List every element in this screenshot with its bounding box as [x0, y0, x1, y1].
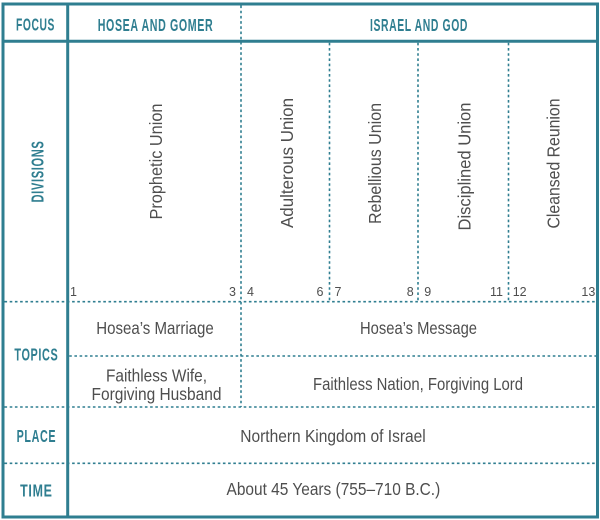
svg-text:Disciplined Union: Disciplined Union: [455, 103, 475, 231]
svg-text:8: 8: [407, 285, 414, 299]
svg-text:Hosea’s Message: Hosea’s Message: [360, 318, 477, 338]
svg-text:TOPICS: TOPICS: [14, 345, 58, 365]
svg-text:3: 3: [229, 285, 236, 299]
svg-text:Forgiving Husband: Forgiving Husband: [92, 384, 222, 404]
svg-text:Northern Kingdom of Israel: Northern Kingdom of Israel: [240, 426, 426, 446]
svg-text:Faithless Wife,: Faithless Wife,: [106, 366, 207, 386]
svg-text:PLACE: PLACE: [17, 426, 57, 446]
svg-text:11: 11: [490, 285, 503, 299]
svg-text:TIME: TIME: [20, 480, 53, 500]
svg-text:Faithless Nation, Forgiving Lo: Faithless Nation, Forgiving Lord: [313, 374, 523, 394]
svg-text:7: 7: [335, 285, 342, 299]
svg-text:About 45 Years (755–710 B.C.): About 45 Years (755–710 B.C.): [227, 479, 441, 499]
svg-text:12: 12: [513, 285, 527, 299]
svg-text:DIVISIONS: DIVISIONS: [27, 141, 47, 203]
svg-text:13: 13: [581, 285, 595, 299]
svg-text:6: 6: [317, 285, 324, 299]
svg-text:Cleansed Reunion: Cleansed Reunion: [544, 99, 564, 229]
svg-text:FOCUS: FOCUS: [16, 15, 55, 35]
svg-text:Adulterous Union: Adulterous Union: [277, 98, 297, 228]
svg-text:1: 1: [70, 285, 77, 299]
svg-text:4: 4: [247, 285, 254, 299]
svg-text:ISRAEL AND GOD: ISRAEL AND GOD: [370, 15, 468, 35]
svg-text:9: 9: [424, 285, 431, 299]
svg-text:HOSEA AND GOMER: HOSEA AND GOMER: [98, 15, 214, 35]
svg-text:Hosea’s Marriage: Hosea’s Marriage: [96, 318, 214, 338]
svg-text:Rebellious Union: Rebellious Union: [365, 103, 385, 224]
svg-text:Prophetic Union: Prophetic Union: [146, 103, 166, 219]
